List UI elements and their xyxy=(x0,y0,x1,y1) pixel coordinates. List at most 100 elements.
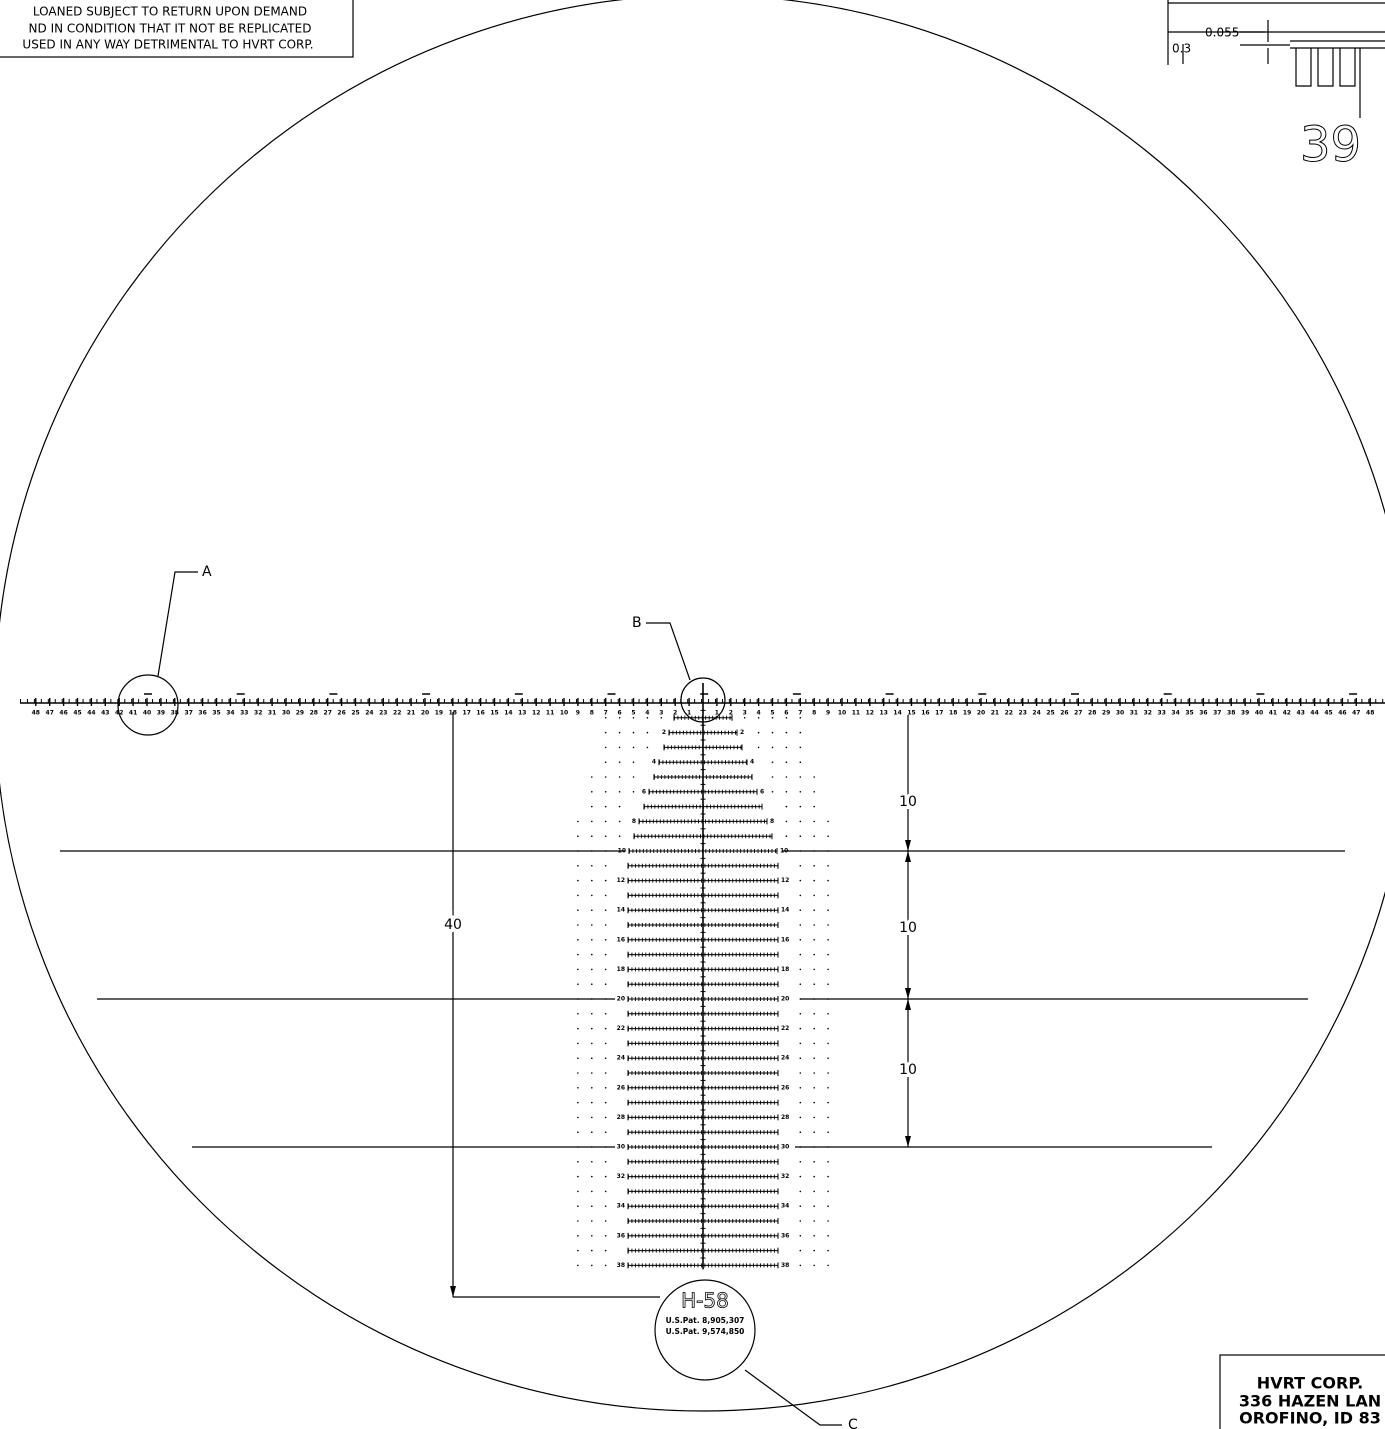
scale-label: 5 xyxy=(770,710,774,717)
scale-label: 47 xyxy=(1352,710,1360,717)
scale-label: 24 xyxy=(365,710,373,717)
dot xyxy=(577,850,579,852)
row-label: 4 xyxy=(750,759,754,766)
row-label: 16 xyxy=(617,936,625,943)
dot xyxy=(827,1220,829,1222)
dot xyxy=(591,1087,593,1089)
row-label: 16 xyxy=(781,936,789,943)
dot xyxy=(577,1161,579,1163)
dot xyxy=(813,1264,815,1267)
scale-label: 23 xyxy=(379,710,387,717)
notice-box xyxy=(0,0,354,58)
dot xyxy=(591,983,593,985)
scale-label: 31 xyxy=(268,710,276,717)
dot xyxy=(591,1027,593,1030)
dot xyxy=(771,776,774,778)
row-label: 14 xyxy=(781,907,789,914)
dot xyxy=(813,1057,815,1059)
scale-label: 46 xyxy=(59,710,67,717)
row-label: 22 xyxy=(781,1025,789,1032)
dot xyxy=(604,879,607,882)
scale-label: 48 xyxy=(1366,710,1374,717)
dot xyxy=(813,1042,815,1045)
dot xyxy=(799,998,802,1000)
dot xyxy=(757,731,760,734)
leader xyxy=(157,571,198,677)
dot xyxy=(577,1087,579,1089)
dot xyxy=(813,924,815,926)
scale-label: 19 xyxy=(963,710,971,717)
dot xyxy=(813,998,815,1000)
scale-label: 5 xyxy=(631,710,635,717)
scale-label: 40 xyxy=(143,710,151,717)
dot xyxy=(799,776,802,778)
dot xyxy=(604,746,607,749)
dot xyxy=(827,1131,829,1133)
notice-line: USED IN ANY WAY DETRIMENTAL TO HVRT CORP… xyxy=(22,38,313,52)
dot xyxy=(577,1264,579,1267)
dimension: 10 xyxy=(899,920,917,936)
scale-label: 13 xyxy=(880,710,888,717)
dot xyxy=(577,1101,579,1104)
scale-label: 28 xyxy=(310,710,318,717)
dot xyxy=(604,1161,607,1163)
dot xyxy=(591,776,593,778)
dot xyxy=(799,1205,802,1207)
dot xyxy=(618,746,621,749)
dot xyxy=(827,1116,829,1119)
scale-label: 17 xyxy=(463,710,471,717)
scale-label: 43 xyxy=(1297,710,1305,717)
dot xyxy=(604,761,607,763)
stadia-lines xyxy=(60,850,1345,1148)
dot xyxy=(799,791,802,793)
scale-label: 32 xyxy=(254,710,262,717)
scale-label: 33 xyxy=(1158,710,1166,717)
row-label: 36 xyxy=(617,1232,625,1239)
dot xyxy=(604,776,607,778)
dot xyxy=(577,894,579,897)
dot xyxy=(591,879,593,882)
dot xyxy=(827,835,829,837)
dot xyxy=(799,835,802,837)
scale-label: 39 xyxy=(157,710,165,717)
scale-label: 2 xyxy=(729,710,733,717)
dot xyxy=(799,865,802,867)
row-label: 12 xyxy=(781,877,789,884)
dot xyxy=(591,909,593,911)
dot xyxy=(618,731,621,734)
patent: U.S.Pat. 8,905,307 xyxy=(666,1316,745,1325)
dot xyxy=(771,761,774,763)
dot xyxy=(813,776,815,778)
dot xyxy=(827,924,829,926)
row-label: 6 xyxy=(642,788,646,795)
dot xyxy=(591,1249,593,1252)
row-label: 20 xyxy=(617,996,625,1003)
scale-label: 4 xyxy=(645,710,649,717)
scale-label: 34 xyxy=(1171,710,1179,717)
dot xyxy=(799,879,802,882)
dot xyxy=(813,983,815,985)
dot xyxy=(618,820,621,823)
dot xyxy=(827,820,829,823)
scale-label: 8 xyxy=(590,710,594,717)
row-label: 24 xyxy=(781,1055,789,1062)
dot xyxy=(604,717,607,719)
scale-label: 45 xyxy=(1324,710,1332,717)
dot xyxy=(771,791,774,793)
dot xyxy=(813,1190,815,1193)
row-label: 32 xyxy=(617,1173,625,1180)
dot xyxy=(799,761,802,763)
dot xyxy=(604,983,607,985)
dot xyxy=(827,1175,829,1178)
dot xyxy=(813,1161,815,1163)
dot xyxy=(591,1161,593,1163)
dot xyxy=(757,746,760,749)
scale-label: 29 xyxy=(1102,710,1110,717)
dot xyxy=(799,1013,802,1015)
row-label: 8 xyxy=(770,818,774,825)
row-label: 2 xyxy=(662,729,666,736)
dot xyxy=(813,939,815,941)
detail-number: 39 xyxy=(1300,117,1361,173)
scale-label: 20 xyxy=(977,710,985,717)
